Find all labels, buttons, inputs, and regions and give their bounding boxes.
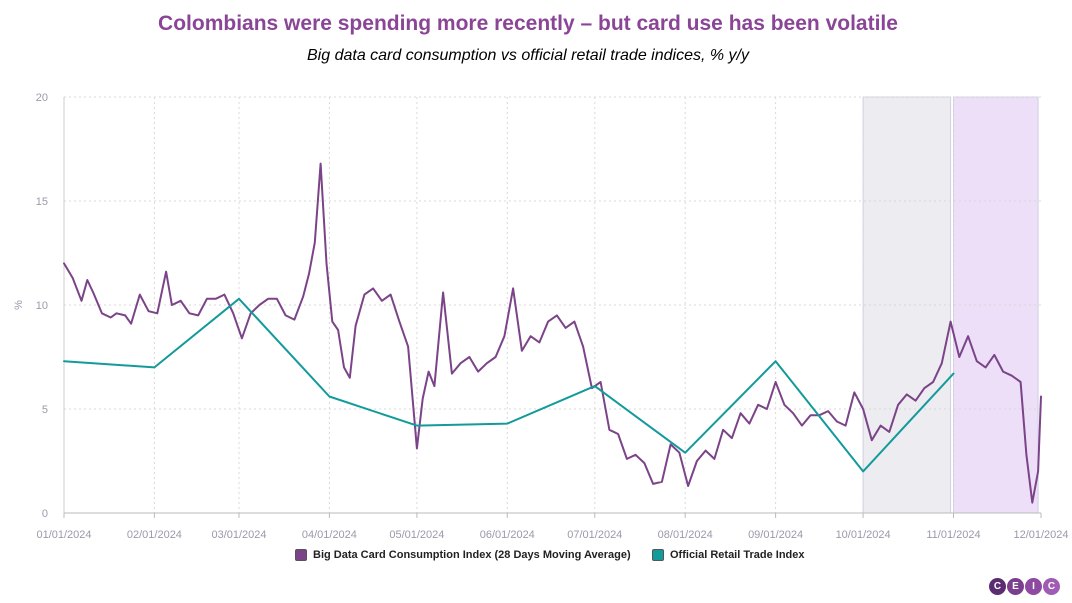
line-chart: 0 5 10 15 20 01/01/2024 02/01/2024 03/01/2024 04… [13,92,1069,541]
x-tick-label: 06/01/2024 [480,529,535,541]
x-tick-label: 05/01/2024 [389,529,444,541]
chart-subtitle: Big data card consumption vs official re… [307,47,749,64]
legend: Big Data Card Consumption Index (28 Days… [0,549,1072,567]
legend-label-card: Big Data Card Consumption Index (28 Days… [313,549,631,561]
y-tick-label: 5 [42,404,48,416]
series-line-card-consumption [63,162,1042,504]
legend-swatch-retail [652,549,664,561]
logo-letter: C [1043,578,1060,595]
x-tick-label: 01/01/2024 [36,529,91,541]
x-tick-label: 03/01/2024 [211,529,266,541]
x-tick-label: 12/01/2024 [1013,529,1068,541]
legend-swatch-card [295,549,307,561]
y-tick-label: 20 [36,92,48,104]
legend-label-retail: Official Retail Trade Index [670,549,805,561]
legend-item-retail[interactable]: Official Retail Trade Index [652,549,805,561]
legend-item-card[interactable]: Big Data Card Consumption Index (28 Days… [295,549,631,561]
shaded-region-1 [862,96,952,514]
x-tick-label: 11/01/2024 [926,529,980,541]
logo-letter: E [1007,578,1024,595]
x-tick-label: 08/01/2024 [658,529,713,541]
y-axis-label: % [13,300,25,310]
x-tick-label: 10/01/2024 [836,529,891,541]
series-line-retail-trade [63,297,955,473]
y-tick-label: 0 [42,508,48,520]
logo-letter: C [989,578,1006,595]
y-tick-label: 15 [36,196,48,208]
logo-letter: I [1025,578,1042,595]
y-tick-label: 10 [36,300,48,312]
x-tick-label: 09/01/2024 [748,529,803,541]
x-tick-label: 02/01/2024 [127,529,182,541]
x-tick-label: 04/01/2024 [302,529,357,541]
chart-title: Colombians were spending more recently –… [158,12,898,35]
x-tick-label: 07/01/2024 [567,529,622,541]
